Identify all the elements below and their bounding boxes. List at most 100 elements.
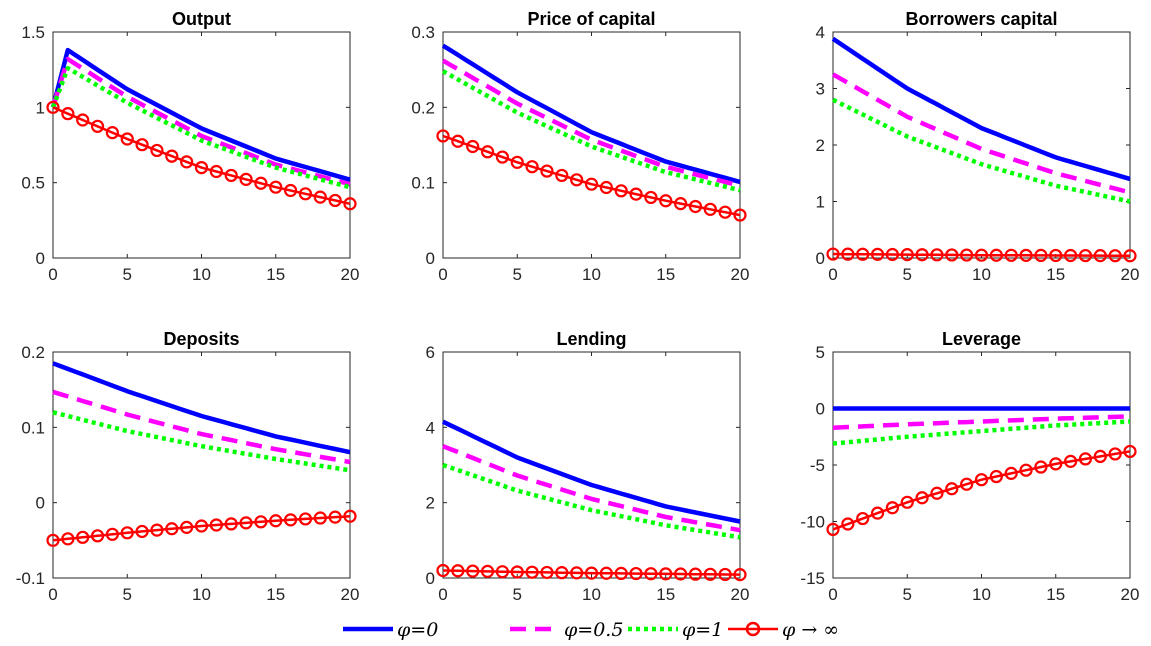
- legend-label: φ=0.5: [564, 619, 623, 641]
- series-marker-phiinf: [525, 160, 539, 174]
- series-marker-phiinf: [495, 150, 509, 164]
- series-marker-phiinf: [436, 129, 450, 143]
- series-line-phi0: [50, 47, 351, 182]
- series-marker-phiinf: [224, 517, 238, 531]
- series-marker-phiinf: [599, 566, 613, 580]
- series-marker-phiinf: [1034, 248, 1048, 263]
- series-marker-phiinf: [313, 511, 327, 525]
- series-marker-phiinf: [856, 511, 870, 526]
- series-marker-phiinf: [1078, 248, 1093, 263]
- y-tick-label: 0.2: [411, 98, 435, 117]
- series-marker-phiinf: [1108, 447, 1122, 461]
- series-marker-phiinf: [165, 522, 179, 536]
- series-marker-phiinf: [1004, 248, 1018, 262]
- y-tick-label: 1.5: [21, 23, 45, 42]
- legend-label: φ=1: [682, 619, 723, 641]
- legend-entry-phi05: φ=0.5: [510, 619, 623, 641]
- series-line-phiinf: [442, 569, 741, 576]
- series-marker-phiinf: [466, 564, 480, 578]
- series-marker-phiinf: [46, 100, 60, 114]
- series-marker-phiinf: [718, 567, 732, 582]
- x-tick-label: 15: [1046, 585, 1065, 604]
- series-line-phi1: [52, 410, 351, 473]
- x-tick-label: 10: [972, 585, 991, 604]
- legend: φ=0 φ=0.5 φ=1 φ → ∞: [343, 619, 839, 641]
- legend-entry-phi0: φ=0: [343, 619, 438, 641]
- series-line-phi0: [441, 43, 741, 185]
- series-marker-phiinf: [718, 205, 732, 219]
- x-tick-label: 15: [266, 585, 285, 604]
- series-marker-phiinf: [61, 532, 75, 546]
- panel-title: Lending: [557, 329, 627, 349]
- y-tick-label: 0.5: [21, 174, 45, 193]
- series-marker-phiinf: [1108, 249, 1122, 263]
- y-tick-label: -5: [810, 456, 825, 475]
- series-line-phiinf: [832, 252, 1130, 257]
- x-tick-label: 15: [656, 585, 675, 604]
- series-marker-phiinf: [298, 187, 313, 201]
- series-marker-phiinf: [733, 208, 747, 222]
- series-marker-phiinf: [629, 566, 643, 581]
- series-marker-phiinf: [525, 565, 539, 579]
- series-marker-phiinf: [900, 495, 914, 509]
- y-tick-label: -10: [800, 513, 825, 532]
- series-marker-phiinf: [76, 530, 90, 544]
- x-tick-label: 5: [903, 265, 912, 284]
- x-tick-label: 10: [192, 585, 211, 604]
- series-marker-phiinf: [945, 248, 959, 262]
- series-marker-phiinf: [1123, 444, 1137, 459]
- x-tick-label: 5: [123, 585, 132, 604]
- x-tick-label: 20: [341, 585, 360, 604]
- series-marker-phiinf: [61, 107, 75, 121]
- x-tick-label: 5: [903, 585, 912, 604]
- series-marker-phiinf: [885, 247, 900, 262]
- series-marker-phiinf: [555, 566, 569, 580]
- series-marker-phiinf: [1123, 249, 1137, 263]
- series-line-phi05: [52, 389, 351, 465]
- series-marker-phiinf: [1049, 457, 1063, 471]
- series-marker-phiinf: [703, 202, 717, 216]
- series-marker-phiinf: [510, 155, 524, 169]
- series-marker-phiinf: [105, 126, 120, 140]
- series-marker-phiinf: [841, 247, 855, 261]
- series-marker-phiinf: [165, 149, 179, 163]
- x-tick-label: 0: [828, 585, 837, 604]
- series-marker-phiinf: [644, 190, 658, 205]
- series-marker-phiinf: [150, 523, 164, 537]
- y-tick-label: 0: [816, 400, 825, 419]
- series-marker-phiinf: [105, 527, 120, 541]
- series-marker-phiinf: [76, 113, 90, 127]
- y-tick-label: 2: [426, 494, 435, 513]
- y-tick-label: 0.2: [21, 343, 45, 362]
- series-marker-phiinf: [540, 164, 554, 178]
- series-marker-phiinf: [120, 526, 134, 540]
- series-marker-phiinf: [1034, 460, 1048, 474]
- x-tick-label: 5: [513, 265, 522, 284]
- y-tick-label: 1: [36, 98, 45, 117]
- series-line-phi05: [442, 444, 741, 533]
- series-marker-phiinf: [269, 514, 283, 528]
- series-marker-phiinf: [451, 564, 465, 578]
- x-tick-label: 15: [656, 265, 675, 284]
- series-marker-phiinf: [1019, 248, 1033, 262]
- x-tick-label: 5: [513, 585, 522, 604]
- legend-label: φ → ∞: [782, 619, 839, 641]
- series-marker-phiinf: [135, 138, 149, 152]
- panel-borrowers-capital: Borrowers capital 0 5 10 15 20 0 1 2 3 4: [816, 9, 1140, 284]
- series-marker-phiinf: [989, 248, 1003, 262]
- series-marker-phiinf: [960, 477, 974, 491]
- series-marker-phiinf: [856, 247, 870, 261]
- series-marker-phiinf: [510, 565, 524, 579]
- series-marker-phiinf: [555, 168, 569, 183]
- series-marker-phiinf: [120, 132, 134, 146]
- series-marker-phiinf: [209, 164, 223, 179]
- series-marker-phiinf: [688, 199, 703, 214]
- series-marker-phiinf: [915, 491, 929, 505]
- series-marker-phiinf: [688, 567, 703, 581]
- series-marker-phiinf: [930, 248, 944, 262]
- series-marker-phiinf: [1093, 249, 1107, 263]
- series-marker-phiinf: [194, 161, 209, 175]
- series-marker-phiinf: [644, 567, 658, 581]
- series-line-phi05: [832, 414, 1131, 430]
